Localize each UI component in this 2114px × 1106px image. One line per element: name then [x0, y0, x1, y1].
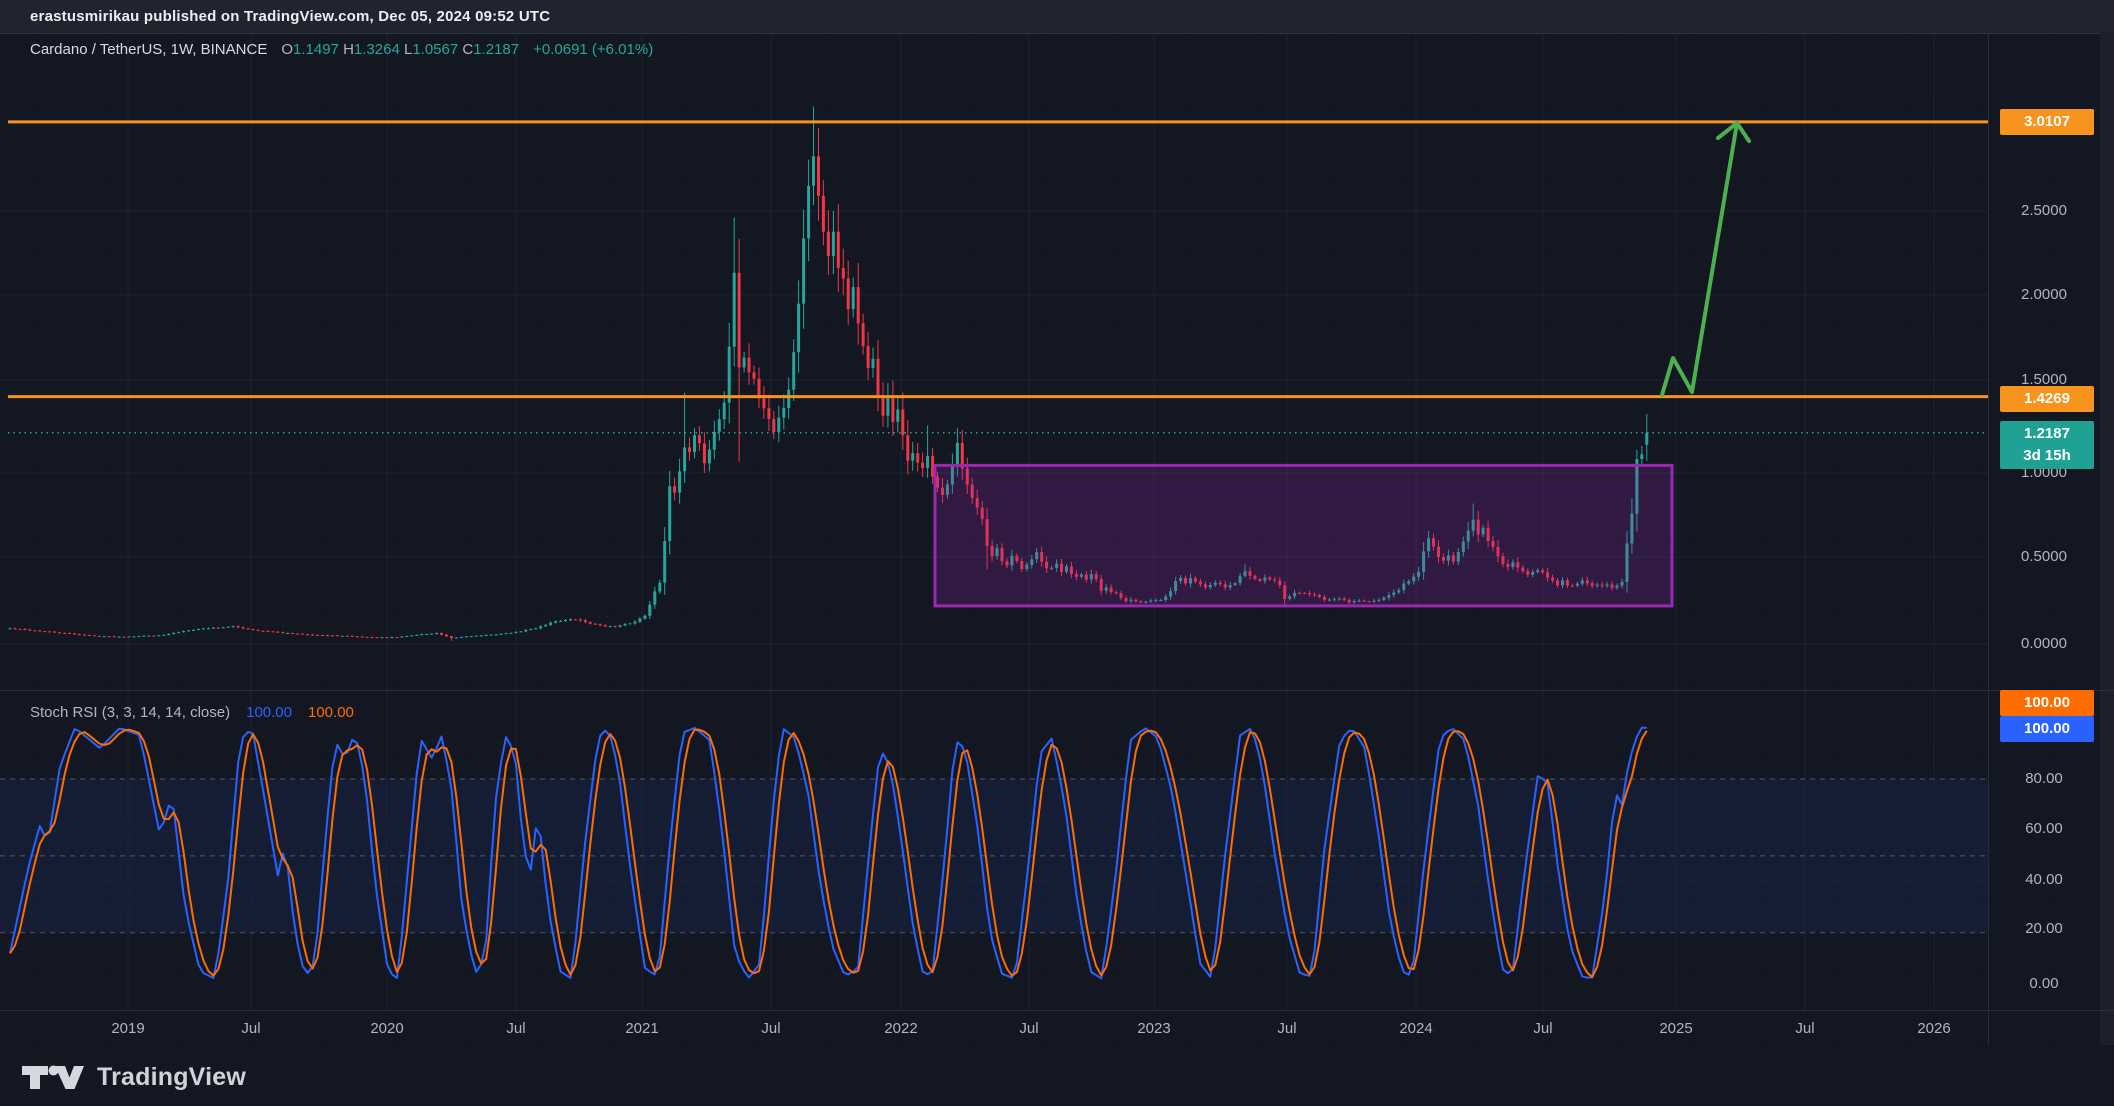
time-tick-label: Jul — [1795, 1020, 1815, 1037]
time-tick-label: 2020 — [370, 1020, 404, 1037]
bar-countdown: 3d 15h — [2023, 447, 2071, 464]
last-price-label: 1.2187 3d 15h — [2000, 421, 2094, 469]
ohlc-values: O1.1497 H1.3264 L1.0567 C1.2187 — [281, 41, 519, 58]
stoch-rsi-title[interactable]: Stoch RSI (3, 3, 14, 14, close) — [30, 703, 231, 721]
pane-separator[interactable] — [0, 690, 2114, 691]
time-tick-label: 2024 — [1399, 1020, 1433, 1037]
rsi-tick-label: 20.00 — [2025, 920, 2063, 937]
time-tick-label: Jul — [1533, 1020, 1553, 1037]
tradingview-brand-text: TradingView — [97, 1062, 247, 1091]
price-tick-label: 2.5000 — [2021, 202, 2067, 219]
ohlc-l: L1.0567 — [403, 40, 459, 58]
time-tick-label: Jul — [1019, 1020, 1039, 1037]
last-price-value: 1.2187 — [2024, 425, 2070, 442]
time-tick-label: 2025 — [1659, 1020, 1693, 1037]
price-tick-label: 0.5000 — [2021, 548, 2067, 565]
ohlc-c: C1.2187 — [462, 40, 520, 58]
price-scale-border — [1988, 33, 1989, 1045]
time-tick-label: Jul — [1277, 1020, 1297, 1037]
time-tick-label: Jul — [241, 1020, 261, 1037]
stoch-d-price-label: 100.00 — [2000, 690, 2094, 716]
stoch-rsi-pane-chart[interactable] — [0, 690, 1988, 1010]
time-tick-label: 2021 — [625, 1020, 659, 1037]
rsi-tick-label: 60.00 — [2025, 820, 2063, 837]
resistance-price-label: 3.0107 — [2000, 109, 2094, 135]
symbol-legend: Cardano / TetherUS, 1W, BINANCE O1.1497 … — [30, 40, 653, 58]
time-tick-label: Jul — [506, 1020, 526, 1037]
tradingview-branding[interactable]: TradingView — [22, 1060, 246, 1094]
time-tick-label: 2022 — [884, 1020, 918, 1037]
stoch-rsi-d-value: 100.00 — [308, 703, 354, 721]
publish-info-text: erastusmirikau published on TradingView.… — [30, 8, 551, 25]
support-price-label: 1.4269 — [2000, 386, 2094, 412]
change-value: +0.0691 (+6.01%) — [533, 40, 654, 58]
ohlc-o: O1.1497 — [281, 40, 339, 58]
stoch-rsi-legend: Stoch RSI (3, 3, 14, 14, close) 100.00 1… — [30, 703, 354, 721]
price-tick-label: 1.5000 — [2021, 371, 2067, 388]
stoch-k-price-label: 100.00 — [2000, 716, 2094, 742]
rsi-tick-label: 40.00 — [2025, 871, 2063, 888]
rsi-tick-label: 0.00 — [2029, 975, 2059, 992]
price-tick-label: 2.0000 — [2021, 286, 2067, 303]
stoch-rsi-k-value: 100.00 — [246, 703, 292, 721]
right-margin-strip — [2100, 33, 2114, 1045]
publish-header: erastusmirikau published on TradingView.… — [0, 0, 2114, 34]
time-axis[interactable] — [0, 1010, 2114, 1046]
time-tick-label: 2026 — [1917, 1020, 1951, 1037]
time-tick-label: Jul — [761, 1020, 781, 1037]
price-pane-chart[interactable] — [0, 33, 1988, 690]
time-tick-label: 2019 — [111, 1020, 145, 1037]
time-tick-label: 2023 — [1137, 1020, 1171, 1037]
tradingview-logo-icon — [22, 1065, 84, 1089]
rsi-tick-label: 80.00 — [2025, 770, 2063, 787]
ohlc-h: H1.3264 — [343, 40, 400, 58]
symbol-title[interactable]: Cardano / TetherUS, 1W, BINANCE — [30, 40, 268, 58]
price-tick-label: 0.0000 — [2021, 635, 2067, 652]
